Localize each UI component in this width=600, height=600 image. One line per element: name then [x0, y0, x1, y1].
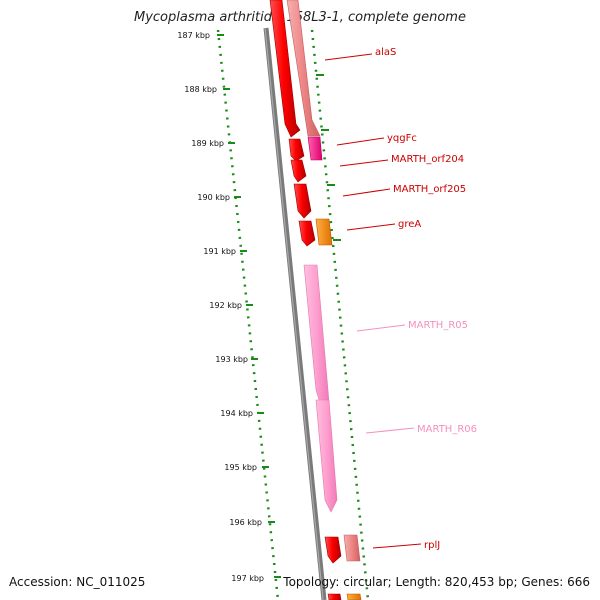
gene-label-MARTH_R05[interactable]: MARTH_R05 [408, 320, 468, 331]
gene-red-cds-1[interactable] [288, 138, 305, 162]
gene-MARTH_orf205[interactable] [293, 183, 312, 219]
gene-MARTH_orf204[interactable] [290, 159, 307, 183]
gene-red-cds-bottom[interactable] [327, 593, 342, 600]
gene-red-cds-2[interactable] [298, 220, 316, 247]
gene-MARTH_R06[interactable] [315, 399, 338, 513]
tick-label: 190 kbp [197, 193, 230, 202]
gene-orange-bottom[interactable] [346, 593, 362, 600]
gene-features [269, 0, 362, 600]
outer-track-dashes [316, 74, 341, 241]
ruler-line [216, 29, 280, 600]
tick-label: 189 kbp [191, 139, 224, 148]
gene-alaS-red[interactable] [269, 0, 301, 138]
gene-label-greA[interactable]: greA [398, 219, 421, 230]
tick-marks [217, 34, 281, 578]
tick-label: 193 kbp [215, 355, 248, 364]
gene-rplJ-red[interactable] [324, 536, 342, 564]
tick-label: 197 kbp [231, 574, 264, 583]
tick-label: 191 kbp [203, 247, 236, 256]
gene-yqgFc[interactable] [307, 136, 323, 161]
genome-backbone [263, 27, 327, 600]
gene-label-rplJ[interactable]: rplJ [424, 540, 440, 551]
tick-labels: 187 kbp 188 kbp 189 kbp 190 kbp 191 kbp … [177, 31, 264, 583]
tick-label: 196 kbp [229, 518, 262, 527]
tick-label: 192 kbp [209, 301, 242, 310]
tick-label: 194 kbp [220, 409, 253, 418]
gene-alaS-pale[interactable] [286, 0, 321, 137]
gene-label-yqgFc[interactable]: yqgFc [387, 133, 417, 144]
gene-label-MARTH_orf204[interactable]: MARTH_orf204 [391, 154, 464, 165]
accession-text: Accession: NC_011025 [9, 575, 146, 589]
genome-summary-text: Topology: circular; Length: 820,453 bp; … [283, 575, 590, 589]
gene-MARTH_R05[interactable] [303, 264, 330, 404]
tick-label: 188 kbp [184, 85, 217, 94]
tick-label: 187 kbp [177, 31, 210, 40]
gene-label-MARTH_orf205[interactable]: MARTH_orf205 [393, 184, 466, 195]
gene-labels: alaS yqgFc MARTH_orf204 MARTH_orf205 gre… [375, 47, 477, 551]
label-leaders [324, 53, 422, 549]
tick-label: 195 kbp [224, 463, 257, 472]
gene-label-alaS[interactable]: alaS [375, 47, 396, 58]
gene-greA[interactable] [315, 218, 333, 246]
gene-label-MARTH_R06[interactable]: MARTH_R06 [417, 424, 477, 435]
gene-rplJ-pale[interactable] [343, 534, 361, 562]
